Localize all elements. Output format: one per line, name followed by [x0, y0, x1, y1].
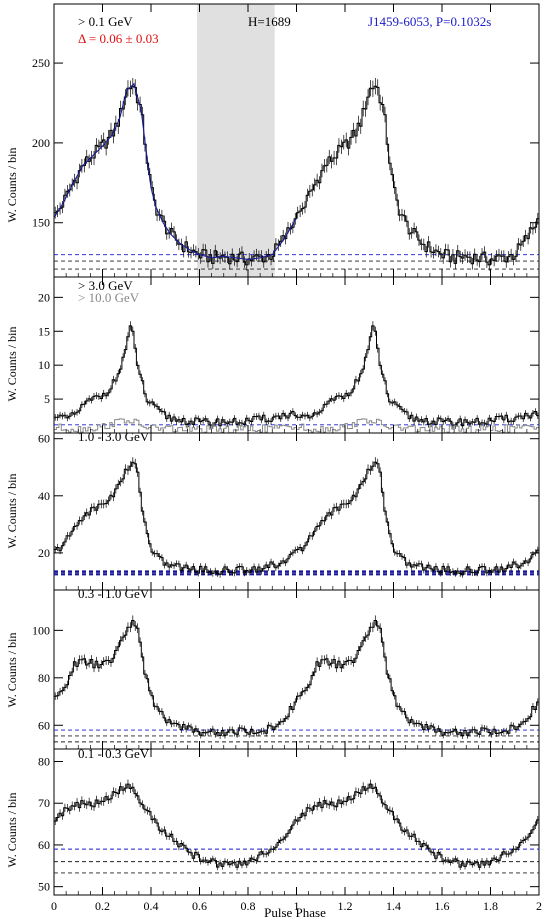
- y-tick-label: 20: [38, 546, 50, 560]
- y-tick-label: 80: [38, 755, 50, 769]
- panel-1-label: > 0.1 GeV: [78, 14, 133, 29]
- x-axis-label: Pulse Phase: [264, 905, 326, 920]
- panel-3: 20 40 60: [38, 432, 540, 591]
- y-tick-label: 60: [38, 718, 50, 732]
- x-tick-label: 1.2: [338, 899, 353, 913]
- histogram-series-1: [54, 85, 539, 266]
- y-tick-label: 10: [38, 358, 50, 372]
- fit-curve: [53, 82, 297, 260]
- histogram-series-1: [54, 620, 539, 736]
- y-tick-label: 50: [38, 880, 50, 894]
- panel-1: 150 200 250: [32, 3, 540, 278]
- y-tick-label: 60: [38, 432, 50, 446]
- x-tick-label: 1.4: [386, 899, 401, 913]
- y-axis-label-2: W. Counts / bin: [5, 327, 19, 402]
- panel-1-delta: Δ = 0.06 ± 0.03: [78, 31, 159, 46]
- y-tick-label: 200: [32, 136, 50, 150]
- y-axis-label-3: W. Counts / bin: [5, 474, 19, 549]
- panel-5: 50 60 70 80 0 0.2 0.4 0.6 0.8 1 1.2 1.4 1.6 1.8 2: [38, 748, 542, 913]
- y-tick-label: 40: [38, 489, 50, 503]
- histogram-series-1: [54, 783, 539, 868]
- panel-1-htest: H=1689: [248, 14, 291, 29]
- x-tick-label: 0.4: [144, 899, 159, 913]
- x-tick-label: 0: [51, 899, 57, 913]
- x-tick-label: 1: [294, 899, 300, 913]
- y-tick-label: 80: [38, 671, 50, 685]
- panel-3-label: 1.0 - 3.0 GeV: [78, 429, 150, 444]
- y-tick-label: 60: [38, 838, 50, 852]
- panel-4: 60 80 100: [32, 589, 540, 750]
- x-tick-label: 0.2: [95, 899, 110, 913]
- y-tick-label: 70: [38, 796, 50, 810]
- panels-group: 150 200 250 5 10 15 20 20 40 60 60 80 100 50 60 70 80 0 0.…: [32, 3, 542, 913]
- panel-4-label: 0.3 - 1.0 GeV: [78, 586, 150, 601]
- panel-2-label: > 3.0 GeV: [78, 278, 133, 293]
- y-tick-label: 20: [38, 290, 50, 304]
- y-tick-label: 150: [32, 216, 50, 230]
- y-axis-label-5: W. Counts / bin: [5, 793, 19, 868]
- x-tick-label: 0.8: [241, 899, 256, 913]
- source-label: J1459-6053, P=0.1032s: [368, 14, 491, 29]
- x-tick-label: 2: [536, 899, 542, 913]
- y-tick-label: 100: [32, 623, 50, 637]
- histogram-series-1: [54, 325, 539, 427]
- y-tick-label: 5: [44, 392, 50, 406]
- offpulse-band: [197, 4, 275, 277]
- x-tick-label: 1.6: [435, 899, 450, 913]
- panel-2-label-secondary: > 10.0 GeV: [78, 290, 140, 305]
- y-axis-label-4: W. Counts / bin: [5, 633, 19, 708]
- x-tick-label: 1.8: [483, 899, 498, 913]
- y-tick-label: 15: [38, 324, 50, 338]
- x-tick-label: 0.6: [192, 899, 207, 913]
- panel-5-label: 0.1 - 0.3 GeV: [78, 746, 150, 761]
- y-axis-label-1: W. Counts / bin: [5, 148, 19, 223]
- y-tick-label: 250: [32, 56, 50, 70]
- histogram-series-1: [54, 461, 539, 575]
- panel-frame: [53, 589, 540, 750]
